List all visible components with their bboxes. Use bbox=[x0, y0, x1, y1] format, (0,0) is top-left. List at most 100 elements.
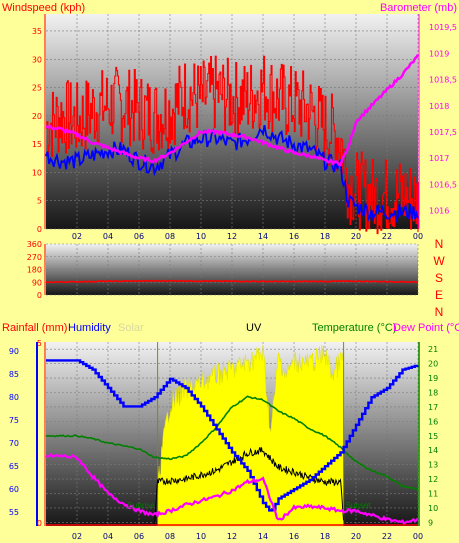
barometer-line bbox=[45, 53, 420, 167]
humidity-tick-label: 75 bbox=[9, 416, 19, 425]
temp-x-tick-label: 06 bbox=[134, 532, 144, 541]
temp-tick-label: 9 bbox=[428, 518, 433, 527]
temp-tick-label: 10 bbox=[428, 504, 438, 513]
wind-x-tick-label: 10 bbox=[196, 232, 206, 241]
rain-tick-label: 5 bbox=[37, 339, 42, 348]
dew-point-line bbox=[45, 452, 419, 526]
temp-x-tick-label: 08 bbox=[165, 532, 175, 541]
humidity-tick-label: 90 bbox=[9, 347, 19, 356]
wind-barometer-panel: Windspeed (kph) Barometer (mb) 0 5 10 15 20 2… bbox=[2, 2, 457, 241]
barometer-tick-label: 1016 bbox=[429, 207, 449, 216]
wind-x-tick-label: 18 bbox=[320, 232, 330, 241]
wind-series bbox=[44, 14, 420, 235]
wind-tick-label: 15 bbox=[32, 140, 42, 149]
temp-tick-label: 13 bbox=[428, 461, 438, 470]
wind-tick-label: 20 bbox=[32, 112, 42, 121]
temperature-line bbox=[45, 395, 419, 491]
temp-tick-label: 18 bbox=[428, 389, 438, 398]
temp-series bbox=[36, 342, 420, 527]
barometer-tick-label: 1017,5 bbox=[429, 128, 457, 137]
humidity-tick-label: 55 bbox=[9, 508, 19, 517]
barometer-right-ticks: 1016 1016,5 1017 1017,5 1018 1018,5 1019 1019,5 bbox=[429, 23, 457, 216]
temperature-humidity-panel: Rainfall (mm) Humidity Solar UV Temperat… bbox=[2, 322, 459, 541]
wind-axis-label: Windspeed (kph) bbox=[2, 2, 85, 14]
wind-x-tick-label: 14 bbox=[258, 232, 268, 241]
direction-tick-label: 270 bbox=[27, 253, 42, 262]
temp-tick-label: 15 bbox=[428, 432, 438, 441]
temp-tick-label: 20 bbox=[428, 360, 438, 369]
solar-label: Solar bbox=[118, 322, 144, 334]
compass-letter: N bbox=[435, 237, 444, 251]
sunrise-label: Sunrise bbox=[128, 501, 156, 510]
wind-left-ticks: 0 5 10 15 20 25 30 35 bbox=[32, 27, 42, 234]
barometer-tick-label: 1018,5 bbox=[429, 76, 457, 85]
compass-letter: W bbox=[433, 254, 445, 268]
wind-tick-label: 35 bbox=[32, 27, 42, 36]
temp-tick-label: 16 bbox=[428, 417, 438, 426]
direction-left-ticks: 0 90 180 270 360 bbox=[27, 240, 42, 300]
humidity-line bbox=[46, 359, 420, 512]
humidity-tick-label: 65 bbox=[9, 462, 19, 471]
humidity-tick-label: 80 bbox=[9, 393, 19, 402]
rainfall-label: Rainfall (mm) bbox=[2, 322, 67, 334]
dew-point-label: Dew Point (°C) bbox=[393, 322, 459, 334]
temp-tick-label: 11 bbox=[428, 490, 438, 499]
uv-label: UV bbox=[246, 322, 262, 334]
barometer-tick-label: 1017 bbox=[429, 154, 449, 163]
wind-x-tick-label: 08 bbox=[165, 232, 175, 241]
humidity-tick-label: 60 bbox=[9, 485, 19, 494]
direction-tick-label: 360 bbox=[27, 240, 42, 249]
rain-ticks: 05 bbox=[37, 339, 42, 528]
wind-x-tick-label: 20 bbox=[351, 232, 361, 241]
barometer-tick-label: 1019,5 bbox=[429, 23, 457, 32]
compass-letter: S bbox=[435, 271, 443, 285]
wind-tick-label: 0 bbox=[37, 225, 42, 234]
temp-tick-label: 17 bbox=[428, 403, 438, 412]
wind-x-tick-label: 00 bbox=[413, 232, 423, 241]
barometer-axis-label: Barometer (mb) bbox=[380, 2, 457, 14]
temperature-label: Temperature (°C) bbox=[312, 322, 396, 334]
wind-x-tick-label: 22 bbox=[382, 232, 392, 241]
wind-tick-label: 25 bbox=[32, 84, 42, 93]
temp-x-tick-label: 10 bbox=[196, 532, 206, 541]
humidity-tick-label: 85 bbox=[9, 370, 19, 379]
temp-x-tick-label: 12 bbox=[227, 532, 237, 541]
temp-x-tick-label: 14 bbox=[258, 532, 268, 541]
wind-grid bbox=[46, 14, 419, 230]
barometer-tick-label: 1016,5 bbox=[429, 180, 457, 189]
temp-tick-label: 14 bbox=[428, 446, 438, 455]
rain-tick-label: 0 bbox=[37, 519, 42, 528]
compass-letter: E bbox=[435, 288, 443, 302]
wind-direction-line bbox=[45, 279, 419, 284]
temp-tick-label: 21 bbox=[428, 345, 438, 354]
wind-average-line bbox=[45, 124, 419, 224]
wind-x-tick-label: 06 bbox=[134, 232, 144, 241]
temp-tick-label: 19 bbox=[428, 374, 438, 383]
direction-tick-label: 180 bbox=[27, 266, 42, 275]
temp-x-tick-label: 16 bbox=[289, 532, 299, 541]
humidity-tick-label: 70 bbox=[9, 439, 19, 448]
barometer-tick-label: 1018 bbox=[429, 102, 449, 111]
wind-x-tick-label: 16 bbox=[289, 232, 299, 241]
wind-tick-label: 5 bbox=[37, 197, 42, 206]
direction-grid bbox=[46, 243, 419, 296]
temp-x-tick-label: 22 bbox=[382, 532, 392, 541]
direction-series bbox=[44, 244, 419, 295]
temp-x-ticks: 02 04 06 08 10 12 14 16 18 20 22 00 bbox=[72, 532, 423, 541]
direction-tick-label: 90 bbox=[32, 278, 42, 287]
wind-x-tick-label: 02 bbox=[72, 232, 82, 241]
wind-x-tick-label: 12 bbox=[227, 232, 237, 241]
wind-tick-label: 10 bbox=[32, 168, 42, 177]
compass-letter: N bbox=[435, 305, 444, 319]
direction-tick-label: 0 bbox=[37, 291, 42, 300]
temp-grid bbox=[46, 342, 419, 526]
sunset-label: Sunset bbox=[346, 501, 372, 510]
wind-gust-line bbox=[46, 55, 419, 235]
wind-x-tick-label: 04 bbox=[103, 232, 113, 241]
humidity-label: Humidity bbox=[68, 322, 111, 334]
temp-x-tick-label: 00 bbox=[413, 532, 423, 541]
temp-x-tick-label: 04 bbox=[103, 532, 113, 541]
